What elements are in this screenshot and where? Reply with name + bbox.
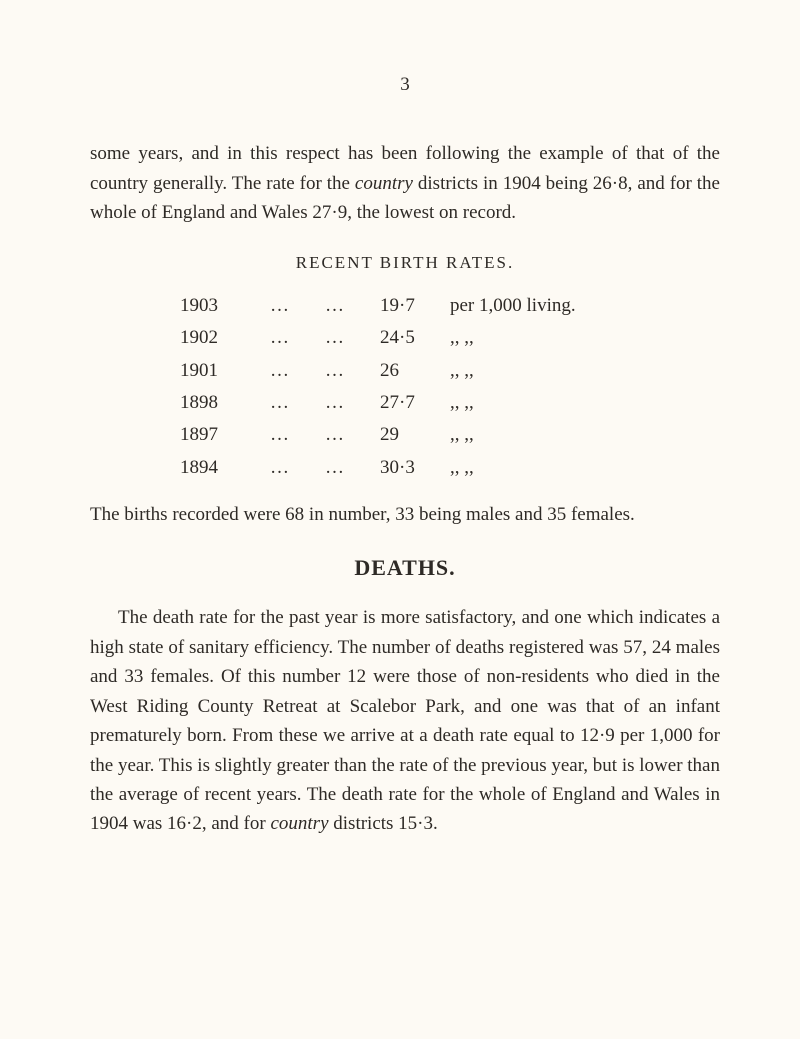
rate-rest: ,, ,, [450, 355, 720, 387]
rate-year: 1903 [180, 290, 270, 322]
recent-birth-rates-subheading: RECENT BIRTH RATES. [90, 250, 720, 276]
intro-italic-country: country [355, 173, 413, 194]
rate-dots: … [325, 452, 380, 484]
rate-value: 26 [380, 355, 450, 387]
deaths-part1: The death rate for the past year is more… [90, 607, 720, 834]
rate-dots: … [270, 452, 325, 484]
rate-rest: ,, ,, [450, 452, 720, 484]
rate-value: 19·7 [380, 290, 450, 322]
rate-rest: ,, ,, [450, 322, 720, 354]
rate-rest: ,, ,, [450, 419, 720, 451]
table-row: 1894 … … 30·3 ,, ,, [180, 452, 720, 484]
rate-dots: … [270, 387, 325, 419]
rate-value: 30·3 [380, 452, 450, 484]
rate-dots: … [270, 322, 325, 354]
rate-year: 1902 [180, 322, 270, 354]
rate-dots: … [325, 290, 380, 322]
table-row: 1902 … … 24·5 ,, ,, [180, 322, 720, 354]
rate-value: 27·7 [380, 387, 450, 419]
rate-rest: per 1,000 living. [450, 290, 720, 322]
deaths-heading: DEATHS. [90, 551, 720, 585]
rate-dots: … [325, 322, 380, 354]
rate-dots: … [325, 387, 380, 419]
table-row: 1897 … … 29 ,, ,, [180, 419, 720, 451]
rate-dots: … [325, 419, 380, 451]
rate-dots: … [270, 419, 325, 451]
rate-value: 29 [380, 419, 450, 451]
table-row: 1898 … … 27·7 ,, ,, [180, 387, 720, 419]
rate-dots: … [325, 355, 380, 387]
rate-dots: … [270, 355, 325, 387]
rate-rest: ,, ,, [450, 387, 720, 419]
rate-value: 24·5 [380, 322, 450, 354]
rate-dots: … [270, 290, 325, 322]
rate-year: 1894 [180, 452, 270, 484]
deaths-part2: districts 15·3. [329, 813, 438, 834]
rate-year: 1898 [180, 387, 270, 419]
birth-rates-table: 1903 … … 19·7 per 1,000 living. 1902 … …… [180, 290, 720, 484]
table-row: 1901 … … 26 ,, ,, [180, 355, 720, 387]
intro-paragraph: some years, and in this respect has been… [90, 139, 720, 227]
births-sentence: The births recorded were 68 in number, 3… [90, 500, 720, 529]
deaths-italic-country: country [270, 813, 328, 834]
rate-year: 1897 [180, 419, 270, 451]
deaths-paragraph: The death rate for the past year is more… [90, 603, 720, 839]
page-number: 3 [90, 70, 720, 99]
table-row: 1903 … … 19·7 per 1,000 living. [180, 290, 720, 322]
rate-year: 1901 [180, 355, 270, 387]
